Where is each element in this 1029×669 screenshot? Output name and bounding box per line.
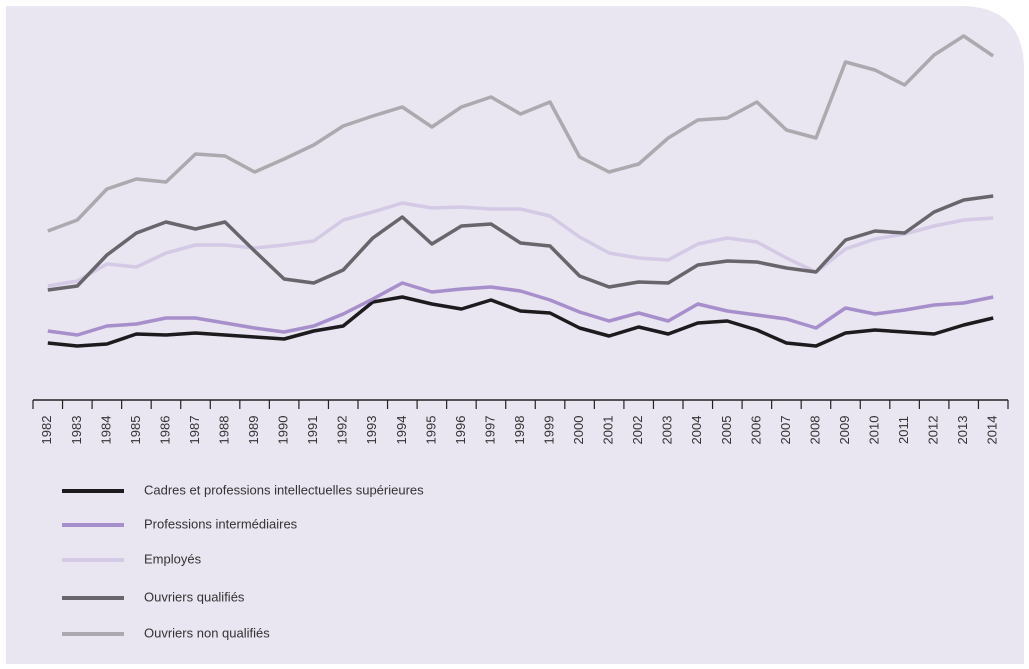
x-tick-label: 1983 <box>69 416 84 445</box>
legend-label: Cadres et professions intellectuelles su… <box>144 482 424 497</box>
legend-label: Professions intermédiaires <box>144 516 298 531</box>
x-tick-label: 2009 <box>837 416 852 445</box>
x-tick-label: 1985 <box>128 416 143 445</box>
x-tick-label: 1995 <box>423 416 438 445</box>
x-tick-label: 1982 <box>39 416 54 445</box>
legend-label: Ouvriers qualifiés <box>144 589 245 604</box>
x-tick-label: 2007 <box>778 416 793 445</box>
x-tick-label: 1999 <box>541 416 556 445</box>
x-tick-label: 2004 <box>689 416 704 445</box>
x-tick-label: 1989 <box>246 416 261 445</box>
x-tick-label: 2014 <box>985 416 1000 445</box>
series-line <box>47 281 994 337</box>
x-tick-label: 1990 <box>276 416 291 445</box>
x-tick-label: 1997 <box>482 416 497 445</box>
x-tick-label: 2000 <box>571 416 586 445</box>
x-tick-label: 2006 <box>748 416 763 445</box>
x-tick-label: 2010 <box>866 416 881 445</box>
series-line <box>47 34 995 233</box>
x-tick-label: 1998 <box>512 416 527 445</box>
x-tick-label: 1992 <box>335 416 350 445</box>
legend-label: Ouvriers non qualifiés <box>144 625 270 640</box>
series-line <box>47 201 994 288</box>
x-tick-label: 2012 <box>926 416 941 445</box>
legend-label: Employés <box>144 551 202 566</box>
x-tick-label: 1987 <box>187 416 202 445</box>
x-tick-label: 2001 <box>601 416 616 445</box>
x-tick-label: 2002 <box>630 416 645 445</box>
x-tick-label: 1994 <box>394 416 409 445</box>
series-line <box>47 295 994 348</box>
x-tick-label: 2003 <box>660 416 675 445</box>
x-tick-label: 2005 <box>719 416 734 445</box>
x-tick-label: 1988 <box>216 416 231 445</box>
x-tick-label: 2008 <box>807 416 822 445</box>
series-line <box>47 194 994 292</box>
x-tick-label: 2011 <box>896 416 911 444</box>
x-tick-label: 1991 <box>305 416 320 445</box>
x-tick-label: 1986 <box>157 416 172 445</box>
x-tick-label: 2013 <box>955 416 970 445</box>
x-tick-label: 1996 <box>453 416 468 445</box>
x-tick-label: 1984 <box>98 416 113 445</box>
x-tick-label: 1993 <box>364 416 379 445</box>
